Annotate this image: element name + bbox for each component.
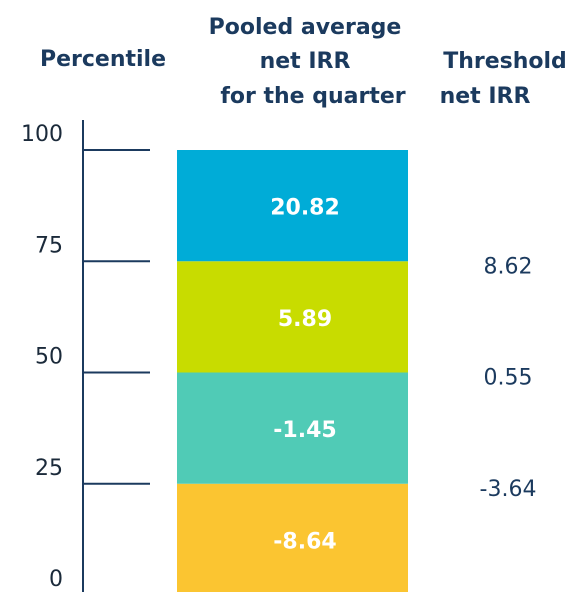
threshold-value: 8.62 <box>484 254 533 279</box>
y-tick-label: 75 <box>35 233 63 258</box>
percentile-title: Percentile <box>40 47 166 72</box>
pooled-title: net IRR <box>260 49 351 74</box>
pooled-title: for the quarter <box>220 84 405 109</box>
quartile-band <box>177 150 408 262</box>
y-tick-label: 50 <box>35 345 63 370</box>
band-value: 20.82 <box>270 196 340 221</box>
band-value: 5.89 <box>278 307 332 332</box>
threshold-title: Threshold <box>443 49 567 74</box>
threshold-value: -3.64 <box>480 477 537 502</box>
quartile-band <box>177 372 408 484</box>
threshold-title: net IRR <box>440 84 531 109</box>
band-value: -1.45 <box>273 418 336 443</box>
quartile-band <box>177 261 408 373</box>
y-tick-label: 25 <box>35 456 63 481</box>
pooled-title: Pooled average <box>209 15 402 40</box>
quartile-band <box>177 483 408 592</box>
y-tick-label: 100 <box>21 122 63 147</box>
y-tick-label: 0 <box>49 567 63 592</box>
band-value: -8.64 <box>273 529 336 554</box>
threshold-value: 0.55 <box>484 366 533 391</box>
